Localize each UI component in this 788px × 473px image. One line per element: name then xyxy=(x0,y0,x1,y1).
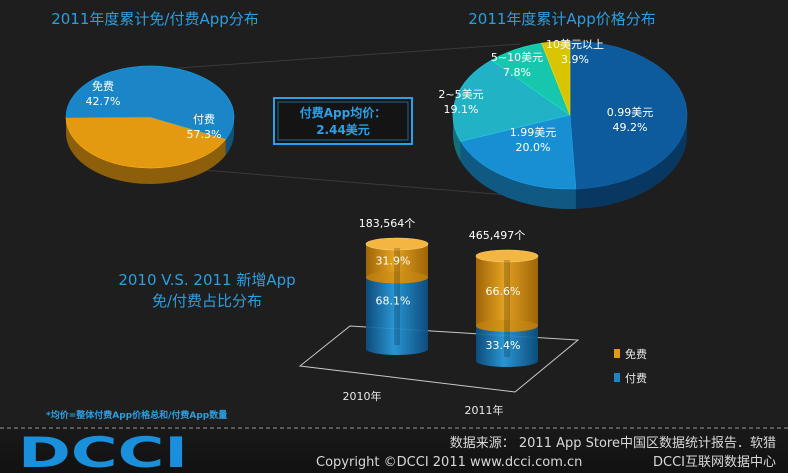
footer-org: DCCI互联网数据中心 xyxy=(653,455,776,470)
right-pie-slice-label-price_5_10: 5~10美元 xyxy=(491,51,543,64)
cylinder-split-ellipse-0 xyxy=(366,271,428,284)
category-label-2011: 2011年 xyxy=(465,403,504,417)
cylinder-top-ellipse-1 xyxy=(475,249,539,263)
connector-line-bottom xyxy=(177,167,521,197)
left-pie-slice-label-paid: 付费 xyxy=(193,113,215,126)
right-pie-slice-pct-price_5_10: 7.8% xyxy=(503,66,531,79)
legend-paid-label: 付费 xyxy=(625,372,647,385)
right-pie-slice-side-price_099 xyxy=(575,115,688,209)
right-pie-slice-pct-price_199: 20.0% xyxy=(516,141,551,154)
left-pie-slice-side-paid xyxy=(225,117,235,155)
callout-box xyxy=(273,97,413,145)
legend-paid-swatch xyxy=(614,373,620,382)
left-pie-chart: 免费 42.7% 付费 57.3% xyxy=(65,65,235,185)
connector-line-top xyxy=(177,43,521,69)
cylinder-paid-segment-1 xyxy=(476,325,538,367)
right-pie-slice-label-price_10plus: 10美元以上 xyxy=(546,38,604,51)
bar-legend: 免费 付费 xyxy=(614,347,647,385)
right-pie-slice-price_2_5 xyxy=(452,59,571,142)
left-pie-title: 2011年度累计免/付费App分布 xyxy=(51,10,259,28)
bar-cylinders: 183,564个 31.9% 68.1% 465,497个 66.6% 33.4% xyxy=(359,217,539,367)
footer-bar xyxy=(0,425,788,473)
cylinder-split-ellipse-1 xyxy=(476,319,538,332)
bar-chart-title-line-1: 2010 V.S. 2011 新增App xyxy=(118,271,295,289)
footnote: *均价=整体付费App价格总和/付费App数量 xyxy=(46,409,227,421)
right-pie-slice-label-price_199: 1.99美元 xyxy=(510,126,557,139)
bar-paid-label-0: 68.1% xyxy=(376,294,411,307)
callout-line-1: 付费App均价： xyxy=(300,105,386,120)
bar-paid-label-1: 33.4% xyxy=(486,339,521,352)
right-pie-slice-price_10plus xyxy=(541,40,571,116)
right-pie-chart: 0.99美元 49.2% 1.99美元 20.0% 2~5美元 19.1% 5~10美元 7.… xyxy=(438,38,688,210)
right-pie-slice-pct-price_099: 49.2% xyxy=(613,121,648,134)
dcci-logo-text: DCCI xyxy=(18,428,188,473)
callout-box-inner xyxy=(277,101,409,141)
right-pie-slice-pct-price_2_5: 19.1% xyxy=(444,103,479,116)
left-pie-slice-free xyxy=(65,116,227,169)
legend-free-label: 免费 xyxy=(625,347,647,361)
left-pie-slice-side-free xyxy=(66,117,226,185)
cylinder-core-1 xyxy=(504,260,510,357)
left-pie-slice-pct-free: 42.7% xyxy=(86,95,121,108)
left-pie-slice-pct-paid: 57.3% xyxy=(187,128,222,141)
right-pie-slice-pct-price_10plus: 3.9% xyxy=(561,53,589,66)
dcci-logo: DCCI xyxy=(18,428,188,473)
callout-line-2: 2.44美元 xyxy=(316,122,370,137)
bar-chart-title-line-2: 免/付费占比分布 xyxy=(152,292,262,310)
cylinder-core-0 xyxy=(394,248,400,345)
footer-source: 数据来源： 2011 App Store中国区数据统计报告．软猎 xyxy=(450,436,776,451)
right-pie-slice-side-price_199 xyxy=(460,141,576,210)
cylinder-free-segment-1 xyxy=(476,256,538,332)
bar-total-label-0: 183,564个 xyxy=(359,217,416,230)
right-pie-slice-label-price_2_5: 2~5美元 xyxy=(438,88,483,101)
footer-copyright: Copyright ©DCCI 2011 www.dcci.com.cn xyxy=(316,455,582,470)
cylinder-top-ellipse-0 xyxy=(365,237,429,251)
right-pie-slice-side-price_2_5 xyxy=(453,115,461,162)
right-pie-slice-price_099 xyxy=(569,40,688,190)
bar-total-label-1: 465,497个 xyxy=(469,229,526,242)
left-pie-slice-paid xyxy=(65,65,235,140)
legend-free-swatch xyxy=(614,349,620,358)
avg-price-callout: 付费App均价： 2.44美元 xyxy=(273,97,413,145)
bar-free-label-0: 31.9% xyxy=(376,255,411,268)
right-pie-slice-price_199 xyxy=(460,114,577,190)
right-pie-title: 2011年度累计App价格分布 xyxy=(468,10,655,28)
category-label-2010: 2010年 xyxy=(343,389,382,403)
bar-free-label-1: 66.6% xyxy=(486,285,521,298)
left-pie-slice-label-free: 免费 xyxy=(92,79,114,93)
right-pie-slice-label-price_099: 0.99美元 xyxy=(607,106,654,119)
cylinder-paid-segment-0 xyxy=(366,277,428,355)
